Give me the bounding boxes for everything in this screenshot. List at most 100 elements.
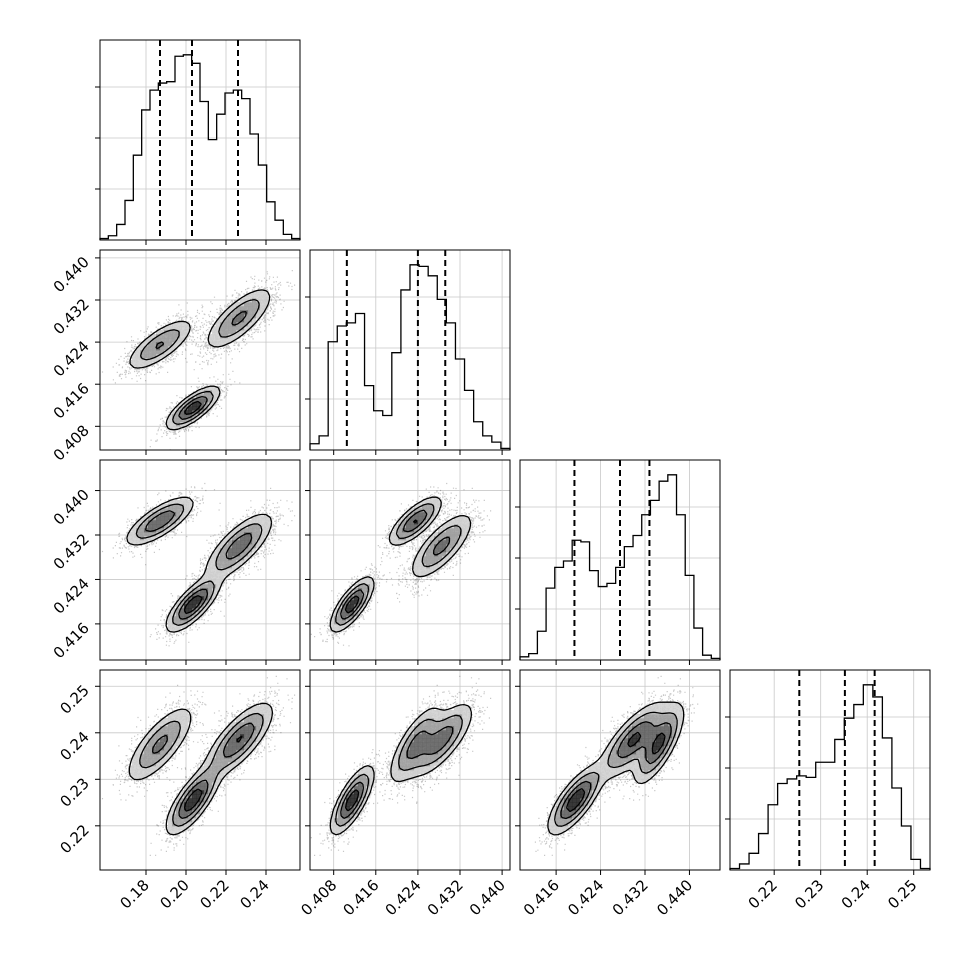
density-cell: [176, 504, 181, 509]
density-cell: [176, 418, 181, 423]
density-cell: [596, 790, 601, 795]
density-cell: [172, 734, 177, 739]
density-cell: [236, 718, 241, 723]
density-cell: [140, 346, 145, 351]
density-cell: [140, 362, 145, 367]
density-cell: [668, 730, 673, 735]
density-cell: [612, 758, 617, 763]
density-cell: [450, 718, 455, 723]
density-cell: [636, 778, 641, 783]
density-cell: [458, 516, 463, 521]
density-cell: [252, 536, 257, 541]
density-cell: [132, 774, 137, 779]
density-cell: [362, 766, 367, 771]
density-cell: [164, 758, 169, 763]
density-cell: [192, 798, 197, 803]
density-cell: [224, 770, 229, 775]
density-cell: [140, 770, 145, 775]
density-cell: [176, 718, 181, 723]
density-cell: [644, 778, 649, 783]
tick-label: 0.408: [50, 421, 93, 464]
density-cell: [180, 814, 185, 819]
density-cell: [232, 722, 237, 727]
density-cell: [164, 342, 169, 347]
density-cell: [220, 318, 225, 323]
density-cell: [264, 726, 269, 731]
density-cell: [180, 418, 185, 423]
density-cell: [418, 738, 423, 743]
density-cell: [564, 802, 569, 807]
density-cell: [664, 702, 669, 707]
density-cell: [176, 508, 181, 513]
tick-label: 0.440: [50, 253, 93, 296]
density-cell: [584, 790, 589, 795]
density-cell: [200, 766, 205, 771]
density-cell: [608, 766, 613, 771]
density-cell: [184, 410, 189, 415]
density-cell: [612, 770, 617, 775]
density-cell: [600, 782, 605, 787]
density-cell: [342, 794, 347, 799]
histogram-outline: [99, 54, 301, 240]
density-cell: [252, 730, 257, 735]
density-cell: [256, 706, 261, 711]
density-cell: [628, 722, 633, 727]
density-cell: [664, 710, 669, 715]
density-cell: [224, 746, 229, 751]
density-cell: [212, 552, 217, 557]
density-cell: [632, 738, 637, 743]
density-cell: [252, 532, 257, 537]
density-cell: [264, 710, 269, 715]
density-cell: [438, 718, 443, 723]
density-cell: [426, 512, 431, 517]
density-cell: [256, 544, 261, 549]
density-cell: [588, 770, 593, 775]
density-cell: [200, 584, 205, 589]
density-cell: [152, 354, 157, 359]
density-cell: [394, 524, 399, 529]
density-cell: [418, 742, 423, 747]
density-cell: [620, 766, 625, 771]
density-cell: [164, 516, 169, 521]
density-cell: [188, 810, 193, 815]
density-cell: [350, 782, 355, 787]
density-cell: [418, 718, 423, 723]
density-cell: [418, 766, 423, 771]
density-cell: [188, 596, 193, 601]
density-cell: [168, 814, 173, 819]
density-cell: [342, 790, 347, 795]
density-cell: [430, 758, 435, 763]
density-cell: [454, 528, 459, 533]
density-cell: [458, 710, 463, 715]
density-cell: [236, 318, 241, 323]
density-cell: [454, 544, 459, 549]
density-cell: [454, 548, 459, 553]
density-cell: [446, 524, 451, 529]
density-cell: [338, 818, 343, 823]
density-cell: [572, 786, 577, 791]
density-cell: [152, 342, 157, 347]
density-cell: [660, 710, 665, 715]
density-cell: [188, 600, 193, 605]
density-cell: [620, 750, 625, 755]
density-cell: [244, 536, 249, 541]
density-cell: [426, 738, 431, 743]
density-cell: [200, 580, 205, 585]
density-cell: [442, 730, 447, 735]
density-cell: [180, 806, 185, 811]
density-cell: [628, 726, 633, 731]
density-cell: [406, 766, 411, 771]
density-cell: [434, 754, 439, 759]
density-cell: [140, 754, 145, 759]
contour-line: [335, 503, 462, 626]
density-cell: [418, 750, 423, 755]
density-cell: [438, 714, 443, 719]
density-cell: [612, 750, 617, 755]
density-cell: [128, 770, 133, 775]
density-cell: [136, 746, 141, 751]
density-cell: [204, 766, 209, 771]
density-cell: [350, 802, 355, 807]
density-cell: [568, 782, 573, 787]
density-cell: [350, 604, 355, 609]
density-cell: [552, 806, 557, 811]
